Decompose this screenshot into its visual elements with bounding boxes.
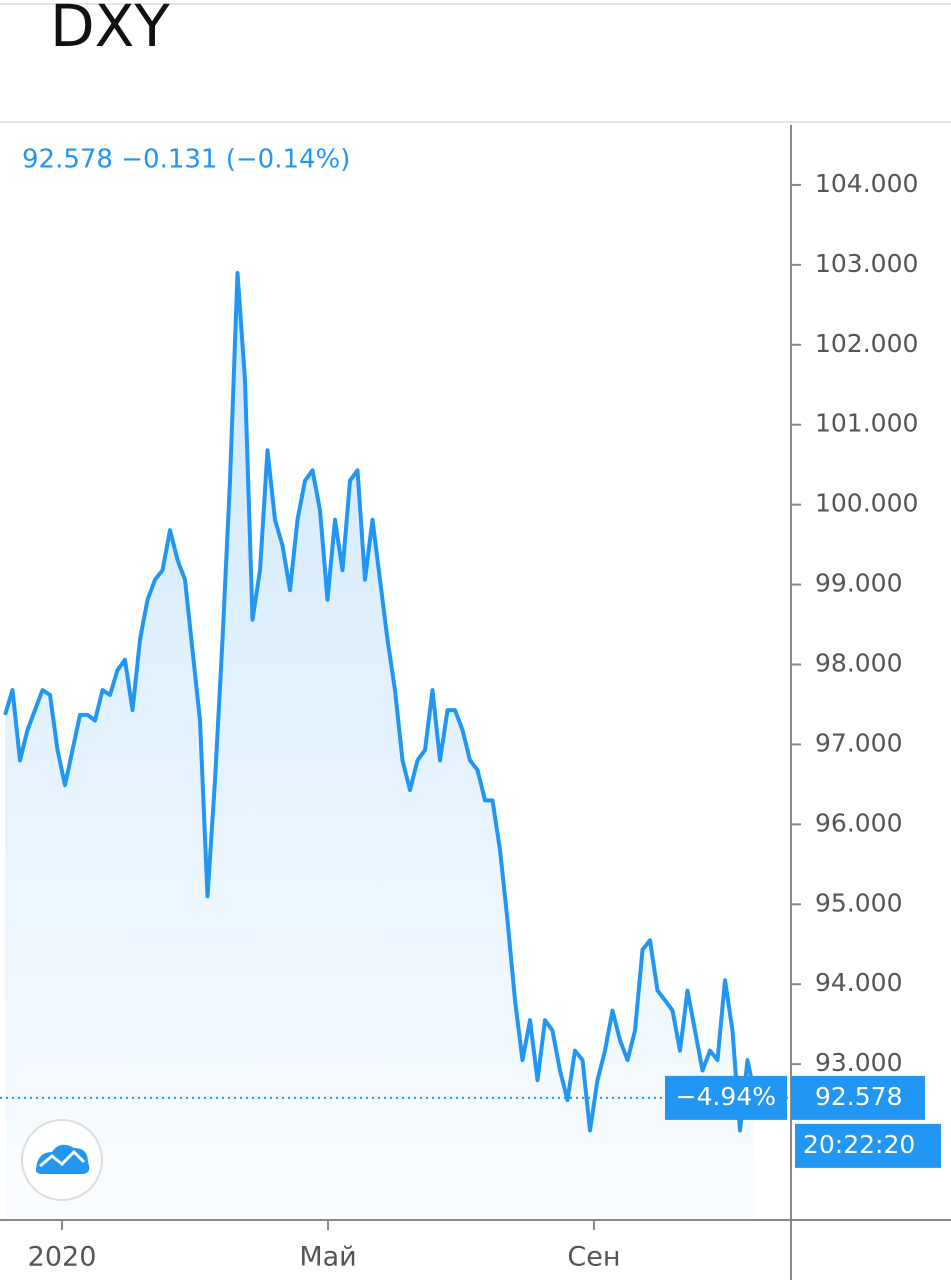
x-tick-label: Сен: [567, 1242, 620, 1273]
y-tick-label: 104.000: [815, 169, 918, 198]
y-tick-label: 97.000: [815, 728, 902, 757]
legend-text: 92.578 −0.131 (−0.14%): [22, 145, 350, 175]
y-tick-label: 101.000: [815, 409, 918, 438]
area: [5, 272, 755, 1220]
x-tick-label: 2020: [28, 1242, 97, 1273]
plot-area: [3, 270, 757, 1220]
y-tick-label: 95.000: [815, 888, 902, 917]
time-label: 20:22:20: [803, 1130, 915, 1159]
y-tick-label: 103.000: [815, 249, 918, 278]
price-label: 92.578: [815, 1082, 902, 1111]
change-percent: −4.94%: [676, 1082, 776, 1111]
y-tick-label: 98.000: [815, 649, 902, 678]
y-tick-label: 94.000: [815, 968, 902, 997]
y-tick-label: 102.000: [815, 329, 918, 358]
time-box: [795, 1123, 941, 1168]
y-tick-label: 93.000: [815, 1048, 902, 1077]
change-box: [665, 1075, 787, 1120]
price-box: [791, 1075, 925, 1120]
y-tick-label: 100.000: [815, 489, 918, 518]
logo[interactable]: [21, 1119, 103, 1201]
line: [3, 270, 757, 1133]
logo-wave[interactable]: [39, 1149, 86, 1168]
x-tick-label: Май: [299, 1242, 356, 1273]
chart-title: DXY: [50, 0, 170, 60]
y-tick-label: 99.000: [815, 569, 902, 598]
y-tick-label: 96.000: [815, 808, 902, 837]
